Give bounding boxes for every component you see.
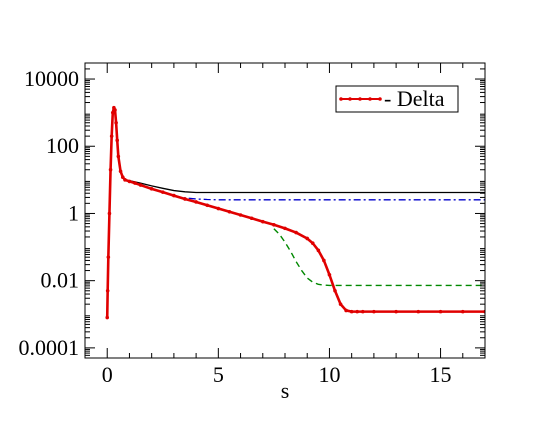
- series-point: [316, 248, 321, 253]
- series-point: [118, 169, 123, 174]
- series-group: [105, 105, 485, 320]
- series-line-3: [173, 195, 485, 201]
- series-point: [120, 175, 125, 179]
- series-point: [322, 258, 326, 263]
- series-point: [227, 210, 232, 214]
- series-point: [106, 255, 111, 259]
- series-point: [183, 197, 187, 201]
- series-point: [109, 134, 114, 138]
- series-point: [438, 309, 443, 314]
- y-tick-label: 1: [68, 200, 79, 225]
- x-tick-label: 5: [213, 362, 224, 387]
- legend-marker: [358, 97, 362, 101]
- series-point: [149, 187, 154, 191]
- y-tick-label: 100: [46, 133, 79, 158]
- series-point: [133, 181, 137, 185]
- x-tick-label: 10: [318, 362, 340, 387]
- x-tick-label: 0: [102, 362, 113, 387]
- series-line-1: [273, 228, 485, 287]
- series-point: [194, 200, 198, 204]
- series-point: [416, 309, 421, 314]
- series-point: [105, 315, 110, 320]
- series-point: [305, 236, 310, 241]
- x-axis-label: s: [281, 378, 290, 403]
- series-point: [108, 167, 113, 172]
- series-point: [283, 226, 287, 231]
- series-point: [360, 309, 365, 314]
- legend-marker: [378, 97, 382, 101]
- legend-marker: [339, 97, 343, 101]
- series-point: [113, 108, 117, 112]
- series-point: [205, 203, 210, 208]
- series-point: [310, 241, 315, 246]
- series-point: [333, 288, 337, 293]
- legend-marker: [368, 97, 372, 101]
- y-tick-label: 0.01: [41, 268, 80, 293]
- series-point: [349, 309, 354, 314]
- series-point: [272, 222, 276, 227]
- plot-area: [105, 105, 485, 320]
- series-point: [138, 183, 143, 187]
- series-point: [116, 154, 121, 159]
- x-tick-label: 15: [430, 362, 452, 387]
- series-point: [260, 219, 265, 224]
- series-point: [107, 211, 112, 216]
- series-line-2: [129, 179, 485, 194]
- axes: 0 5 10 15 0.0001 0.01 1 100 10000 s: [19, 62, 486, 403]
- series-point: [105, 288, 110, 293]
- series-point: [327, 272, 332, 277]
- legend-label: - Delta: [384, 86, 445, 111]
- y-tick-label: 10000: [24, 66, 79, 91]
- series-point: [249, 216, 254, 221]
- series-point: [294, 230, 298, 235]
- series-point: [110, 110, 115, 115]
- series-point: [114, 120, 118, 125]
- legend-marker: [348, 97, 352, 101]
- series-point: [127, 179, 132, 184]
- y-tick-label: 0.0001: [19, 335, 80, 360]
- series-point: [123, 178, 127, 182]
- series-point: [460, 309, 465, 314]
- series-point: [355, 309, 360, 314]
- series-point: [372, 309, 376, 314]
- series-point: [216, 206, 221, 211]
- series-point: [394, 309, 398, 314]
- series-point: [344, 308, 348, 313]
- series-point: [160, 190, 165, 194]
- series-point: [338, 302, 343, 306]
- series-point: [115, 138, 120, 143]
- series-point: [172, 193, 176, 198]
- series-point: [238, 213, 243, 217]
- legend: - Delta: [335, 85, 459, 113]
